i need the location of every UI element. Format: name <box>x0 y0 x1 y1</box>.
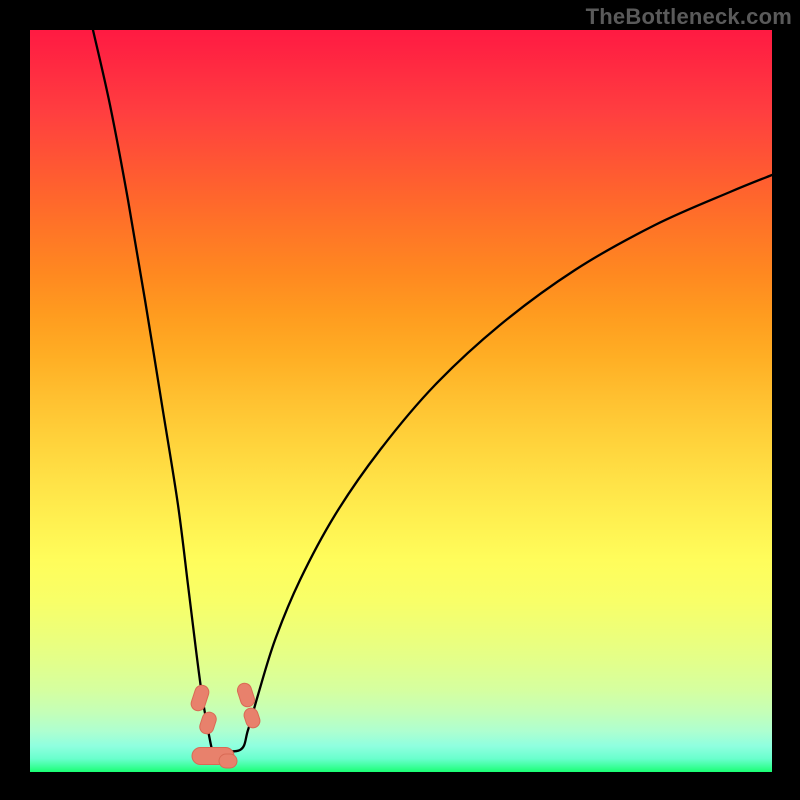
chart-outer-frame: TheBottleneck.com <box>0 0 800 800</box>
watermark-label: TheBottleneck.com <box>586 4 792 30</box>
bottleneck-chart <box>30 30 772 772</box>
curve-marker <box>219 754 237 768</box>
chart-background <box>30 30 772 772</box>
chart-svg <box>30 30 772 772</box>
